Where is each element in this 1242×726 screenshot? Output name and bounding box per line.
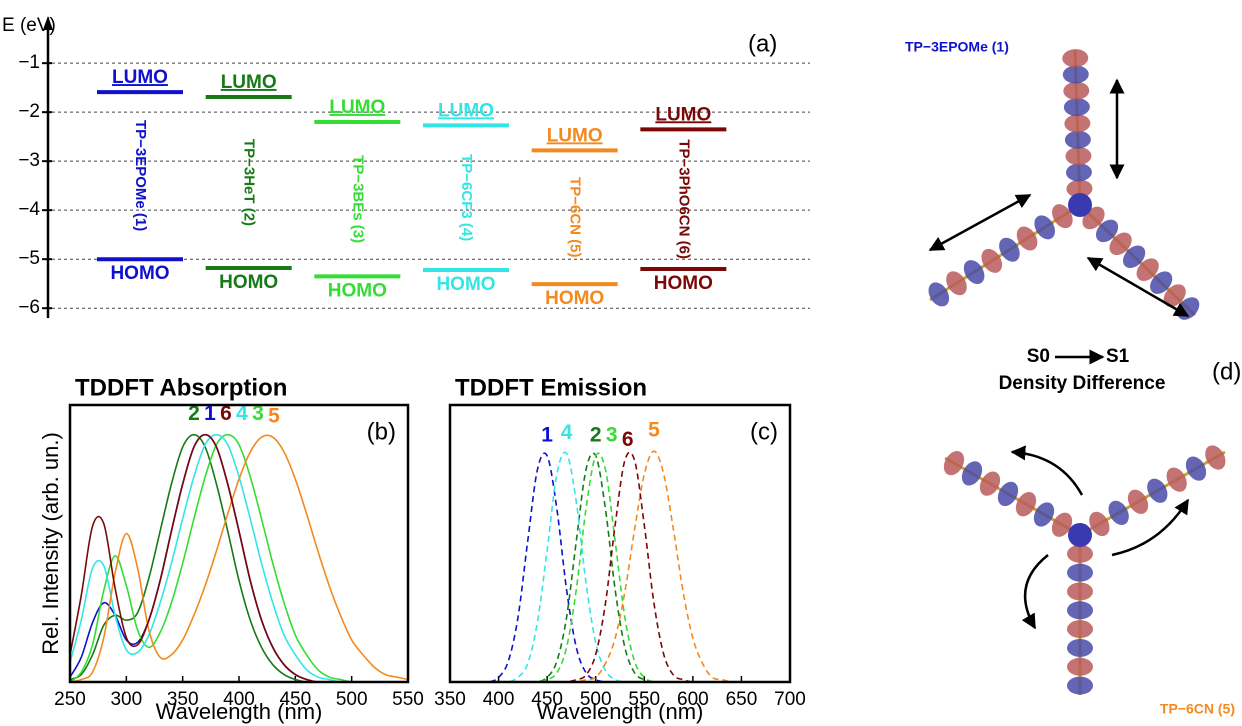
series-label: 1 [541, 423, 553, 446]
lumo-label: LUMO [112, 67, 168, 88]
series-line [70, 435, 408, 683]
x-tick-label: 500 [336, 689, 368, 710]
panel-title: TDDFT Emission [455, 374, 647, 401]
core [1068, 193, 1092, 217]
x-axis-label: Wavelength (nm) [537, 699, 704, 724]
series-label: 4 [561, 421, 573, 444]
y-tick-label: −5 [18, 248, 40, 269]
y-tick-label: −4 [18, 199, 40, 220]
molecule-name: TP−3PhO6CN (6) [675, 139, 692, 259]
homo-label: HOMO [328, 280, 387, 301]
y-axis-label: E (eV) [2, 15, 56, 36]
core [1068, 523, 1092, 547]
homo-label: HOMO [436, 274, 495, 295]
lumo-label: LUMO [655, 104, 711, 125]
orbital-lobe [1067, 601, 1093, 619]
state-label: S1 [1106, 346, 1130, 367]
molecule-name: TP−6CN (5) [567, 177, 584, 257]
series-label: 3 [606, 423, 618, 446]
panel-title: TDDFT Absorption [75, 374, 287, 401]
homo-label: HOMO [545, 288, 604, 309]
density-panel: TP−3EPOMe (1) S0 S1 Density Difference (… [905, 39, 1241, 717]
plot-frame [450, 405, 790, 682]
molecule-name: TP−3EPOMe (1) [132, 120, 149, 231]
series-label: 6 [622, 428, 634, 451]
y-tick-label: −3 [18, 150, 40, 171]
lumo-label: LUMO [221, 72, 277, 93]
series-line [70, 435, 408, 682]
x-tick-label: 350 [434, 689, 466, 710]
orbital-lobe [1067, 582, 1093, 600]
plot-frame [70, 405, 408, 682]
lumo-label: LUMO [329, 97, 385, 118]
y-tick-label: −2 [18, 101, 40, 122]
homo-label: HOMO [110, 263, 169, 284]
y-tick-label: −1 [18, 52, 40, 73]
series-label: 2 [590, 423, 602, 446]
orbital-lobe [1062, 49, 1089, 68]
molecule-name: TP−3HeT (2) [241, 139, 258, 226]
orbital-lobe [1067, 658, 1093, 676]
series-line [450, 453, 790, 682]
x-tick-label: 700 [774, 689, 806, 710]
orbital-lobe [1063, 81, 1090, 100]
x-tick-label: 400 [483, 689, 515, 710]
molecule-name: TP−6CF3 (4) [458, 154, 475, 241]
homo-label: HOMO [654, 273, 713, 294]
x-tick-label: 250 [54, 689, 86, 710]
molecule-name: TP−3BEs (3) [349, 155, 366, 243]
series-line [70, 435, 408, 683]
orbital-lobe [1067, 639, 1093, 657]
lumo-label: LUMO [438, 100, 494, 121]
orbital-lobe [1064, 98, 1091, 117]
homo-label: HOMO [219, 272, 278, 293]
panel-label: (c) [750, 418, 778, 445]
y-tick-label: −6 [18, 297, 40, 318]
series-line [450, 453, 790, 682]
x-tick-label: 300 [110, 689, 142, 710]
orbital-lobe [1067, 677, 1093, 695]
arrow [1025, 555, 1048, 628]
orbital-lobe [1064, 114, 1091, 133]
lumo-label: LUMO [547, 125, 603, 146]
plot-area [70, 435, 408, 683]
orbital-lobe [1067, 545, 1093, 563]
y-axis-label: Rel. Intensity (arb. un.) [38, 432, 63, 655]
arrow [930, 195, 1030, 250]
panel-label: (d) [1212, 358, 1241, 385]
series-line [70, 435, 408, 683]
panel-label: (a) [748, 30, 777, 57]
orbital-lobe [1067, 620, 1093, 638]
molecule-label: TP−3EPOMe (1) [905, 39, 1009, 55]
series-line [450, 453, 790, 682]
x-tick-label: 650 [726, 689, 758, 710]
series-label: 5 [648, 419, 660, 442]
orbital-lobe [1065, 147, 1092, 166]
series-label: 5 [268, 405, 280, 428]
figure: TP−3EPOMe (1) S0 S1 Density Difference (… [0, 0, 1242, 726]
orbital-lobe [1067, 564, 1093, 582]
arrow [1012, 452, 1082, 495]
panel-label: (b) [367, 418, 396, 445]
x-tick-label: 550 [392, 689, 424, 710]
orbital-lobe [1066, 163, 1093, 182]
plot-area [450, 451, 790, 682]
orbital-lobe [1065, 130, 1092, 149]
x-axis-label: Wavelength (nm) [156, 699, 323, 724]
series-line [70, 435, 408, 683]
state-label: S0 [1027, 346, 1050, 367]
series-line [70, 435, 408, 683]
molecule-label: TP−6CN (5) [1160, 701, 1235, 717]
orbital-lobe [1063, 65, 1090, 84]
caption: Density Difference [999, 373, 1166, 394]
series-line [450, 452, 790, 682]
